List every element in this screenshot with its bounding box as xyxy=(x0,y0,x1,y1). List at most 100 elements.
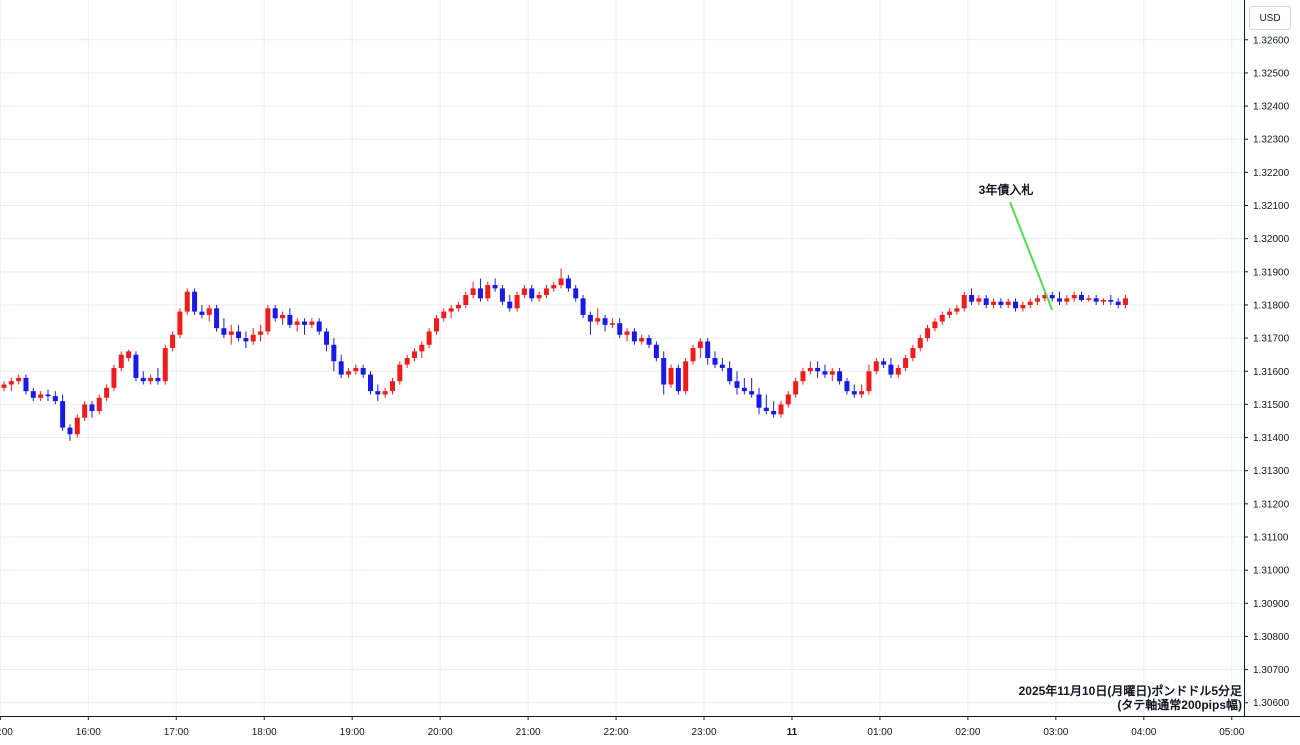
candle-body xyxy=(558,278,564,286)
candle-body xyxy=(192,291,198,312)
candle-body xyxy=(800,371,806,382)
candle-body xyxy=(463,295,469,305)
candle-body xyxy=(543,288,549,296)
candle-body xyxy=(52,396,58,402)
candle-body xyxy=(397,364,403,382)
candle-body xyxy=(998,301,1004,305)
candle-body xyxy=(30,391,36,398)
candle-body xyxy=(236,331,242,339)
candle-body xyxy=(741,387,747,392)
candle-body xyxy=(441,311,447,319)
candle-body xyxy=(485,285,491,299)
annotation-group: 3年債入札 xyxy=(979,182,1054,311)
time-tick-label: 21:00 xyxy=(516,727,541,738)
candle-body xyxy=(199,311,205,315)
price-tick-label: 1.30800 xyxy=(1253,632,1290,643)
candle-body xyxy=(140,377,146,382)
candle-body xyxy=(324,331,330,345)
candle-body xyxy=(690,348,696,362)
candle-body xyxy=(82,404,88,418)
candle-body xyxy=(727,367,733,382)
candle-body xyxy=(1101,299,1106,302)
candle-body xyxy=(1079,295,1085,300)
candle-body xyxy=(881,361,887,365)
time-tick-label: 02:00 xyxy=(955,727,980,738)
candle-body xyxy=(609,323,615,325)
candle-body xyxy=(697,341,703,349)
candle-body xyxy=(250,334,256,342)
candle-body xyxy=(617,323,623,335)
candle-body xyxy=(455,304,461,309)
candle-body xyxy=(1005,301,1011,305)
candle-body xyxy=(1086,298,1092,300)
candle-body xyxy=(954,308,960,312)
candle-body xyxy=(16,377,22,382)
candle-body xyxy=(23,377,29,392)
price-tick-label: 1.32100 xyxy=(1253,201,1290,212)
price-tick-label: 1.31200 xyxy=(1253,499,1290,510)
candle-body xyxy=(822,371,828,375)
candle-body xyxy=(419,344,425,352)
candle-body xyxy=(499,288,505,302)
candle-body xyxy=(170,334,176,349)
time-axis[interactable]: 15:00 16:00 17:00 18:00 19:00 20:00 21:00 22:00… xyxy=(0,716,1245,738)
time-tick-label: 19:00 xyxy=(340,727,365,738)
candle-body xyxy=(910,348,916,358)
candle-body xyxy=(683,361,689,392)
candle-body xyxy=(1027,301,1033,305)
candle-body xyxy=(1108,299,1114,302)
chart-caption-title: 2025年11月10日(月曜日)ポンドドル5分足 xyxy=(1018,684,1242,698)
candle-body xyxy=(573,288,579,299)
candle-body xyxy=(631,331,637,342)
candle-body xyxy=(346,371,352,375)
price-tick-label: 1.32500 xyxy=(1253,68,1290,79)
candle-body xyxy=(258,331,264,335)
currency-button[interactable]: USD xyxy=(1249,6,1291,30)
price-tick-label: 1.31400 xyxy=(1253,433,1290,444)
chart-caption-subtitle: (タテ軸通常200pips幅) xyxy=(1117,698,1242,712)
candle-body xyxy=(536,295,542,299)
candle-body xyxy=(477,288,483,299)
candle-body xyxy=(991,301,997,305)
candle-body xyxy=(492,285,498,289)
candle-body xyxy=(719,364,725,368)
candle-body xyxy=(734,381,740,388)
candle-body xyxy=(888,364,894,375)
time-tick-label: 04:00 xyxy=(1131,727,1156,738)
price-tick-label: 1.30700 xyxy=(1253,665,1290,676)
price-tick-label: 1.32200 xyxy=(1253,168,1290,179)
candle-body xyxy=(118,354,124,368)
candle-body xyxy=(1042,295,1048,299)
candle-body xyxy=(815,367,821,372)
candle-body xyxy=(389,381,395,392)
candle-body xyxy=(1020,304,1026,309)
candle-body xyxy=(104,387,110,398)
candle-body xyxy=(939,314,945,322)
candle-body xyxy=(565,278,571,289)
price-axis[interactable]: 1.30600 1.30700 1.30800 1.30900 1.31000 1.311… xyxy=(1244,35,1290,709)
candle-body xyxy=(1013,301,1019,309)
candle-body xyxy=(521,288,527,296)
candle-body xyxy=(661,358,667,385)
candle-body xyxy=(411,351,417,358)
candle-body xyxy=(785,394,791,405)
candle-body xyxy=(426,331,432,345)
candle-body xyxy=(287,314,293,325)
annotation-arrow-line xyxy=(1009,201,1054,311)
candle-body xyxy=(38,394,44,398)
price-tick-label: 1.31300 xyxy=(1253,466,1290,477)
annotation-label: 3年債入札 xyxy=(979,182,1034,197)
time-tick-label: 11 xyxy=(787,727,798,738)
candle-body xyxy=(353,367,359,372)
price-tick-label: 1.32000 xyxy=(1253,234,1290,245)
candle-body xyxy=(148,377,154,382)
candle-body xyxy=(859,391,865,395)
candle-body xyxy=(243,338,249,342)
candle-body xyxy=(404,358,410,365)
candle-body xyxy=(829,371,835,375)
candle-body xyxy=(624,331,630,335)
candle-body xyxy=(309,321,315,325)
candle-body xyxy=(360,367,366,375)
candle-body xyxy=(903,358,909,368)
